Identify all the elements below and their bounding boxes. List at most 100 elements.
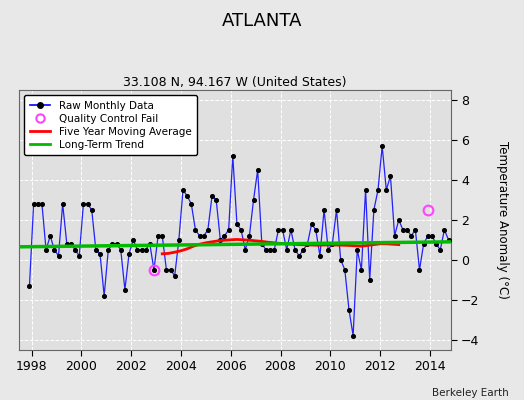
Point bbox=[374, 187, 382, 193]
Point bbox=[428, 233, 436, 239]
Point bbox=[116, 247, 125, 253]
Point bbox=[399, 227, 407, 233]
Point bbox=[403, 227, 411, 233]
Point bbox=[191, 227, 200, 233]
Point bbox=[158, 233, 167, 239]
Point bbox=[104, 247, 113, 253]
Point bbox=[220, 233, 228, 239]
Point bbox=[357, 266, 366, 273]
Point bbox=[141, 247, 150, 253]
Point bbox=[59, 201, 67, 207]
Point bbox=[38, 201, 46, 207]
Point bbox=[29, 201, 38, 207]
Point bbox=[133, 247, 141, 253]
Point bbox=[179, 187, 187, 193]
Point bbox=[407, 233, 416, 239]
Point bbox=[204, 227, 212, 233]
Point bbox=[328, 241, 336, 247]
Point bbox=[423, 233, 432, 239]
Point bbox=[282, 247, 291, 253]
Point bbox=[113, 241, 121, 247]
Point bbox=[129, 237, 137, 243]
Point bbox=[92, 247, 100, 253]
Point bbox=[150, 266, 158, 273]
Title: 33.108 N, 94.167 W (United States): 33.108 N, 94.167 W (United States) bbox=[123, 76, 346, 89]
Point bbox=[416, 266, 424, 273]
Point bbox=[266, 247, 274, 253]
Point bbox=[233, 221, 241, 227]
Point bbox=[241, 247, 249, 253]
Text: ATLANTA: ATLANTA bbox=[222, 12, 302, 30]
Point bbox=[79, 201, 88, 207]
Point bbox=[320, 207, 328, 213]
Point bbox=[390, 233, 399, 239]
Point bbox=[262, 247, 270, 253]
Point bbox=[366, 276, 374, 283]
Point bbox=[237, 227, 245, 233]
Point bbox=[436, 247, 444, 253]
Point bbox=[303, 241, 312, 247]
Point bbox=[170, 272, 179, 279]
Point bbox=[249, 197, 258, 203]
Point bbox=[216, 237, 224, 243]
Point bbox=[166, 266, 174, 273]
Point bbox=[96, 250, 104, 257]
Point bbox=[54, 252, 63, 259]
Point bbox=[386, 173, 395, 179]
Point bbox=[411, 227, 420, 233]
Point bbox=[208, 193, 216, 199]
Point bbox=[46, 233, 54, 239]
Point bbox=[345, 306, 353, 313]
Point bbox=[63, 241, 71, 247]
Point bbox=[200, 233, 208, 239]
Point bbox=[324, 247, 332, 253]
Text: Berkeley Earth: Berkeley Earth bbox=[432, 388, 508, 398]
Point bbox=[224, 227, 233, 233]
Point bbox=[278, 227, 287, 233]
Point bbox=[308, 221, 316, 227]
Point bbox=[25, 282, 34, 289]
Point bbox=[100, 292, 108, 299]
Point bbox=[341, 266, 349, 273]
Point bbox=[295, 252, 303, 259]
Point bbox=[299, 247, 308, 253]
Point bbox=[154, 233, 162, 239]
Point bbox=[369, 207, 378, 213]
Point bbox=[254, 167, 262, 173]
Point bbox=[174, 237, 183, 243]
Point bbox=[349, 332, 357, 339]
Point bbox=[287, 227, 295, 233]
Point bbox=[440, 227, 449, 233]
Point bbox=[420, 241, 428, 247]
Point bbox=[245, 233, 254, 239]
Point bbox=[162, 266, 171, 273]
Point bbox=[274, 227, 282, 233]
Point bbox=[362, 187, 370, 193]
Point bbox=[137, 247, 146, 253]
Point bbox=[195, 233, 204, 239]
Point bbox=[34, 201, 42, 207]
Legend: Raw Monthly Data, Quality Control Fail, Five Year Moving Average, Long-Term Tren: Raw Monthly Data, Quality Control Fail, … bbox=[24, 95, 196, 155]
Point bbox=[353, 247, 362, 253]
Point bbox=[67, 241, 75, 247]
Point bbox=[187, 201, 195, 207]
Point bbox=[125, 250, 133, 257]
Point bbox=[444, 237, 453, 243]
Point bbox=[378, 143, 386, 149]
Point bbox=[75, 252, 83, 259]
Point bbox=[71, 247, 79, 253]
Point bbox=[332, 207, 341, 213]
Point bbox=[395, 217, 403, 223]
Point bbox=[83, 201, 92, 207]
Point bbox=[432, 241, 440, 247]
Point bbox=[336, 256, 345, 263]
Point bbox=[382, 187, 390, 193]
Point bbox=[212, 197, 221, 203]
Point bbox=[108, 241, 117, 247]
Point bbox=[88, 207, 96, 213]
Point bbox=[258, 241, 266, 247]
Point bbox=[146, 241, 154, 247]
Point bbox=[121, 286, 129, 293]
Point bbox=[270, 247, 278, 253]
Point bbox=[312, 227, 320, 233]
